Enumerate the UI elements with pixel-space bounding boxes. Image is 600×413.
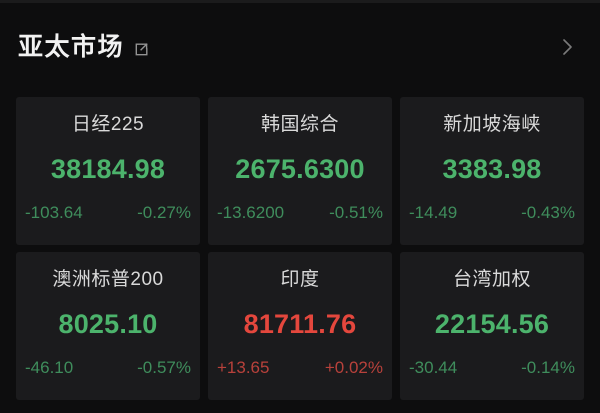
index-name: 韩国综合	[260, 114, 339, 135]
index-change-row: -30.44 -0.14%	[400, 359, 584, 376]
index-change-percent: -0.57%	[137, 358, 191, 377]
panel-header: 亚太市场	[0, 0, 600, 94]
index-price: 22154.56	[434, 309, 550, 339]
index-name: 新加坡海峡	[443, 114, 541, 135]
chevron-right-icon[interactable]	[556, 36, 578, 58]
index-change-percent: -0.14%	[521, 358, 575, 377]
share-external-link-icon[interactable]	[133, 41, 150, 58]
page-title: 亚太市场	[18, 32, 125, 61]
index-card[interactable]: 印度 81711.76 +13.65 +0.02%	[208, 252, 392, 400]
index-change-row: -103.64 -0.27%	[16, 204, 200, 221]
index-price: 2675.6300	[235, 154, 365, 184]
top-edge-divider	[0, 0, 600, 3]
index-price: 81711.76	[243, 309, 357, 339]
header-title-group[interactable]: 亚太市场	[18, 32, 150, 61]
index-change-percent: -0.51%	[329, 203, 383, 222]
index-change: -46.10	[25, 358, 74, 377]
index-change-row: +13.65 +0.02%	[208, 359, 392, 376]
index-card[interactable]: 日经225 38184.98 -103.64 -0.27%	[16, 97, 200, 245]
index-name: 日经225	[71, 114, 145, 135]
index-card[interactable]: 韩国综合 2675.6300 -13.6200 -0.51%	[208, 97, 392, 245]
index-card[interactable]: 新加坡海峡 3383.98 -14.49 -0.43%	[400, 97, 584, 245]
index-card[interactable]: 台湾加权 22154.56 -30.44 -0.14%	[400, 252, 584, 400]
index-change-row: -13.6200 -0.51%	[208, 204, 392, 221]
index-change: +13.65	[217, 358, 270, 377]
index-change-row: -14.49 -0.43%	[400, 204, 584, 221]
index-change: -13.6200	[217, 203, 285, 222]
index-change: -30.44	[409, 358, 458, 377]
index-card-grid: 日经225 38184.98 -103.64 -0.27% 韩国综合 2675.…	[16, 97, 584, 400]
index-change-row: -46.10 -0.57%	[16, 359, 200, 376]
index-card[interactable]: 澳洲标普200 8025.10 -46.10 -0.57%	[16, 252, 200, 400]
index-change: -14.49	[409, 203, 458, 222]
index-name: 印度	[280, 269, 320, 290]
index-price: 38184.98	[50, 154, 166, 184]
index-change-percent: -0.27%	[137, 203, 191, 222]
index-price: 3383.98	[442, 154, 542, 184]
index-change-percent: +0.02%	[324, 358, 383, 377]
index-name: 澳洲标普200	[52, 269, 164, 290]
index-change: -103.64	[25, 203, 83, 222]
index-price: 8025.10	[58, 309, 158, 339]
index-change-percent: -0.43%	[521, 203, 575, 222]
index-name: 台湾加权	[452, 269, 531, 290]
